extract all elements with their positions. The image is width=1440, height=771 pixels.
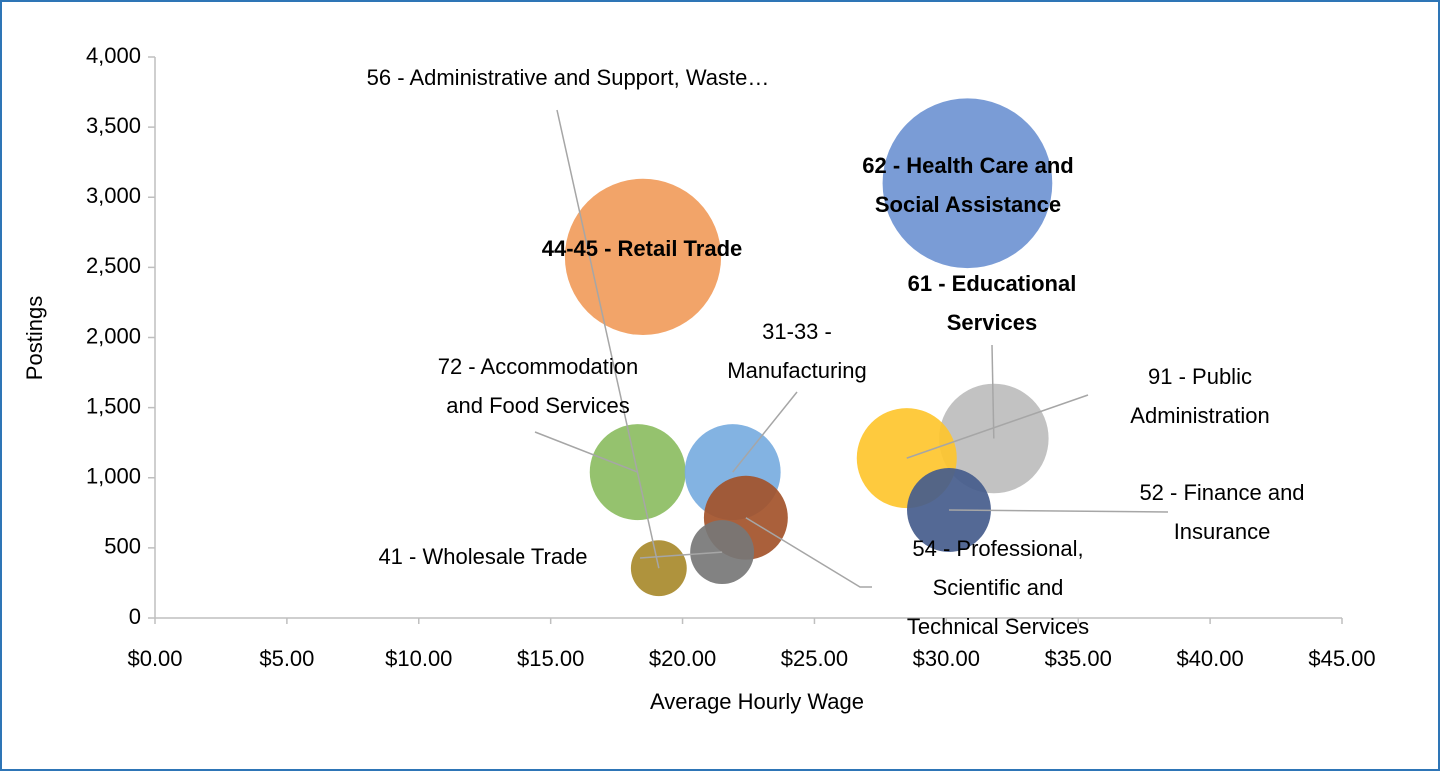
x-tick-label: $20.00 <box>649 646 716 671</box>
x-tick-label: $25.00 <box>781 646 848 671</box>
data-label: 62 - Health Care and <box>862 153 1074 178</box>
data-label: 91 - Public <box>1148 364 1252 389</box>
y-tick-label: 2,000 <box>86 323 141 348</box>
y-tick-label: 3,000 <box>86 183 141 208</box>
data-label: Scientific and <box>933 575 1064 600</box>
bubble <box>882 98 1053 269</box>
y-tick-label: 0 <box>129 604 141 629</box>
leader-line <box>745 517 872 588</box>
data-label: 56 - Administrative and Support, Waste… <box>367 65 770 90</box>
x-tick-label: $45.00 <box>1308 646 1375 671</box>
data-label: Services <box>947 310 1038 335</box>
x-tick-label: $40.00 <box>1176 646 1243 671</box>
x-tick-label: $5.00 <box>259 646 314 671</box>
data-label: Insurance <box>1174 519 1271 544</box>
y-tick-label: 1,000 <box>86 464 141 489</box>
leader-line <box>991 344 995 439</box>
data-label: and Food Services <box>446 393 629 418</box>
x-axis-title: Average Hourly Wage <box>650 689 864 714</box>
data-label: 44-45 - Retail Trade <box>542 236 743 261</box>
data-label: Social Assistance <box>875 192 1061 217</box>
data-label: 31-33 - <box>762 319 832 344</box>
data-label: 54 - Professional, <box>912 536 1083 561</box>
leader-line <box>906 394 1089 459</box>
y-tick-label: 1,500 <box>86 393 141 418</box>
data-label: Technical Services <box>907 614 1089 639</box>
leader-line <box>556 109 660 569</box>
x-tick-label: $10.00 <box>385 646 452 671</box>
y-tick-label: 4,000 <box>86 43 141 68</box>
x-tick-label: $35.00 <box>1045 646 1112 671</box>
leader-line <box>732 391 798 473</box>
data-label: Administration <box>1130 403 1269 428</box>
data-label: 61 - Educational <box>908 271 1077 296</box>
y-tick-label: 2,500 <box>86 253 141 278</box>
x-tick-label: $30.00 <box>913 646 980 671</box>
leader-line <box>534 431 638 473</box>
data-label: 72 - Accommodation <box>438 354 639 379</box>
y-tick-label: 500 <box>104 534 141 559</box>
y-tick-label: 3,500 <box>86 113 141 138</box>
x-tick-label: $0.00 <box>127 646 182 671</box>
leader-line <box>948 509 1169 513</box>
leader-line <box>639 551 723 559</box>
x-tick-label: $15.00 <box>517 646 584 671</box>
data-label: 41 - Wholesale Trade <box>378 544 587 569</box>
y-axis-title: Postings <box>22 296 47 380</box>
data-label: 52 - Finance and <box>1139 480 1304 505</box>
bubble <box>564 178 722 335</box>
data-label: Manufacturing <box>727 358 866 383</box>
